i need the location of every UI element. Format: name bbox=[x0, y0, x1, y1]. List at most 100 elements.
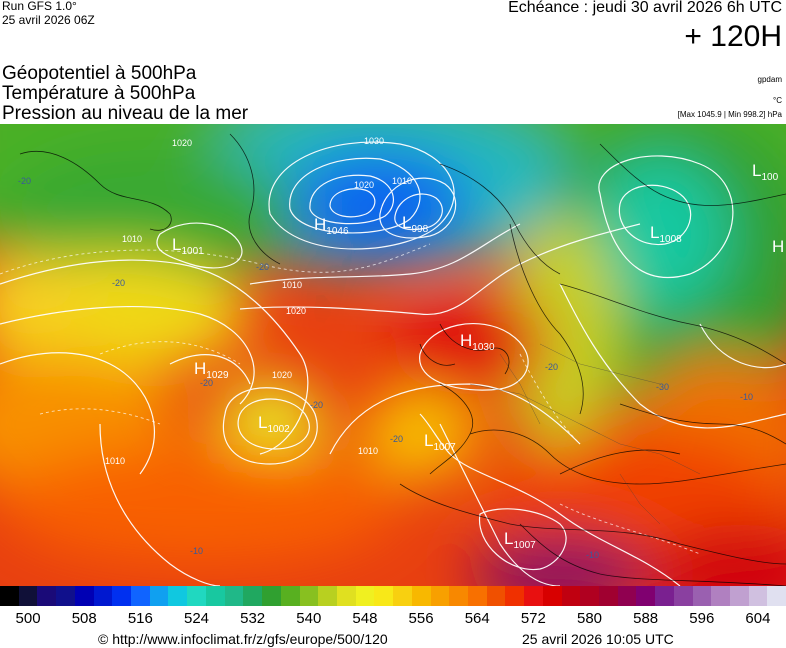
colorbar-swatch bbox=[655, 586, 674, 606]
colorbar-tick-label: 580 bbox=[576, 610, 603, 627]
colorbar-tick-label: 500 bbox=[15, 610, 41, 627]
colorbar-swatch bbox=[767, 586, 786, 606]
temperature-label: -10 bbox=[740, 392, 753, 402]
low-pressure-center: L998 bbox=[402, 213, 429, 235]
temperature-label: -10 bbox=[190, 546, 203, 556]
colorbar-swatch bbox=[205, 586, 225, 606]
temperature-label: -20 bbox=[256, 262, 269, 272]
low-pressure-center: L1001 bbox=[172, 235, 204, 257]
forecast-valid-time: Echéance : jeudi 30 avril 2026 6h UTC bbox=[508, 0, 782, 16]
colorbar-swatch bbox=[486, 586, 506, 606]
colorbar-swatch bbox=[524, 586, 543, 606]
colorbar-tick-label: 572 bbox=[520, 610, 546, 627]
unit-celsius: °C bbox=[773, 96, 782, 105]
isobar-label: 1010 bbox=[392, 176, 412, 186]
colorbar-swatch bbox=[599, 586, 618, 606]
temperature-label: -20 bbox=[112, 278, 125, 288]
run-date: 25 avril 2026 06Z bbox=[2, 13, 95, 27]
colorbar-swatch bbox=[168, 586, 188, 606]
temperature-label: -20 bbox=[545, 362, 558, 372]
colorbar-swatch bbox=[374, 586, 394, 606]
colorbar-swatch bbox=[56, 586, 75, 606]
colorbar-swatch bbox=[224, 586, 244, 606]
colorbar-swatch bbox=[505, 586, 525, 606]
colorbar-swatch bbox=[18, 586, 38, 606]
colorbar-swatch bbox=[243, 586, 263, 606]
colorbar-swatch bbox=[449, 586, 468, 606]
isobar-label: 1020 bbox=[354, 180, 374, 190]
colorbar-tick-label: 556 bbox=[408, 610, 434, 627]
colorbar-swatch bbox=[393, 586, 412, 606]
colorbar-tick-label: 588 bbox=[633, 610, 659, 627]
colorbar bbox=[0, 586, 786, 606]
weather-map: 1020 1010 1030 1020 1010 1010 1020 1020 … bbox=[0, 124, 786, 586]
colorbar-swatch bbox=[336, 586, 356, 606]
colorbar-swatch bbox=[299, 586, 319, 606]
isobar-label: 1010 bbox=[358, 446, 378, 456]
isobar-label: 1010 bbox=[282, 280, 302, 290]
colorbar-swatch bbox=[730, 586, 749, 606]
colorbar-tick-label: 516 bbox=[127, 610, 153, 627]
colorbar-tick-label: 548 bbox=[352, 610, 378, 627]
colorbar-swatch bbox=[318, 586, 337, 606]
colorbar-swatch bbox=[131, 586, 150, 606]
colorbar-swatch bbox=[580, 586, 599, 606]
colorbar-swatch bbox=[430, 586, 450, 606]
colorbar-tick-label: 596 bbox=[689, 610, 715, 627]
high-pressure-center: H1029 bbox=[194, 359, 229, 381]
low-pressure-center: L1007 bbox=[424, 431, 456, 453]
forecast-hour: + 120H bbox=[684, 20, 782, 53]
colorbar-tick-label: 532 bbox=[240, 610, 266, 627]
colorbar-swatch bbox=[467, 586, 487, 606]
colorbar-swatch bbox=[748, 586, 768, 606]
colorbar-swatch bbox=[636, 586, 656, 606]
isobar-label: 1010 bbox=[105, 456, 125, 466]
isobar-label: 1030 bbox=[364, 136, 384, 146]
colorbar-swatch bbox=[187, 586, 206, 606]
colorbar-swatch bbox=[280, 586, 300, 606]
isobar-label: 1020 bbox=[172, 138, 192, 148]
low-pressure-center: L1002 bbox=[258, 413, 290, 435]
colorbar-swatch bbox=[355, 586, 375, 606]
high-pressure-center: H bbox=[772, 237, 784, 256]
temperature-label: -20 bbox=[390, 434, 403, 444]
colorbar-swatch bbox=[149, 586, 169, 606]
run-label: Run GFS 1.0° bbox=[2, 0, 77, 13]
unit-gpdam: gpdam bbox=[757, 75, 782, 84]
colorbar-tick-label: 540 bbox=[296, 610, 322, 627]
temperature-label: -20 bbox=[18, 176, 31, 186]
footer-generated-date: 25 avril 2026 10:05 UTC bbox=[522, 631, 674, 647]
low-pressure-center: L100 bbox=[752, 161, 779, 183]
high-pressure-center: H1046 bbox=[314, 215, 349, 237]
colorbar-swatch bbox=[0, 586, 19, 606]
temperature-label: -20 bbox=[200, 378, 213, 388]
isobar-label: 1020 bbox=[286, 306, 306, 316]
temperature-label: -20 bbox=[310, 400, 323, 410]
colorbar-tick-label: 604 bbox=[745, 610, 771, 627]
isobar-label: 1010 bbox=[122, 234, 142, 244]
map-title-temperature: Température à 500hPa bbox=[2, 83, 196, 104]
low-pressure-center: L1008 bbox=[650, 223, 682, 245]
low-pressure-center: L1007 bbox=[504, 529, 536, 551]
colorbar-swatch bbox=[411, 586, 431, 606]
colorbar-tick-label: 508 bbox=[71, 610, 97, 627]
map-title-pressure: Pression au niveau de la mer bbox=[2, 103, 249, 124]
colorbar-tick-labels: 500 508 516 524 532 540 548 556 564 572 580 588 596 6… bbox=[0, 610, 786, 628]
colorbar-swatch bbox=[692, 586, 712, 606]
colorbar-swatch bbox=[112, 586, 132, 606]
footer-source-url: © http://www.infoclimat.fr/z/gfs/europe/… bbox=[98, 631, 388, 647]
colorbar-tick-label: 524 bbox=[183, 610, 210, 627]
pressure-max-min: [Max 1045.9 | Min 998.2] hPa bbox=[677, 110, 782, 119]
colorbar-swatch bbox=[711, 586, 731, 606]
temperature-label: -10 bbox=[586, 550, 599, 560]
colorbar-swatch bbox=[37, 586, 57, 606]
colorbar-swatch bbox=[542, 586, 562, 606]
colorbar-swatch bbox=[673, 586, 693, 606]
temperature-label: -30 bbox=[656, 382, 669, 392]
colorbar-swatch bbox=[74, 586, 94, 606]
map-title-geopotential: Géopotentiel à 500hPa bbox=[2, 63, 197, 84]
colorbar-swatch bbox=[262, 586, 281, 606]
colorbar-swatch bbox=[93, 586, 113, 606]
colorbar-swatch bbox=[561, 586, 581, 606]
isobar-label: 1020 bbox=[272, 370, 292, 380]
